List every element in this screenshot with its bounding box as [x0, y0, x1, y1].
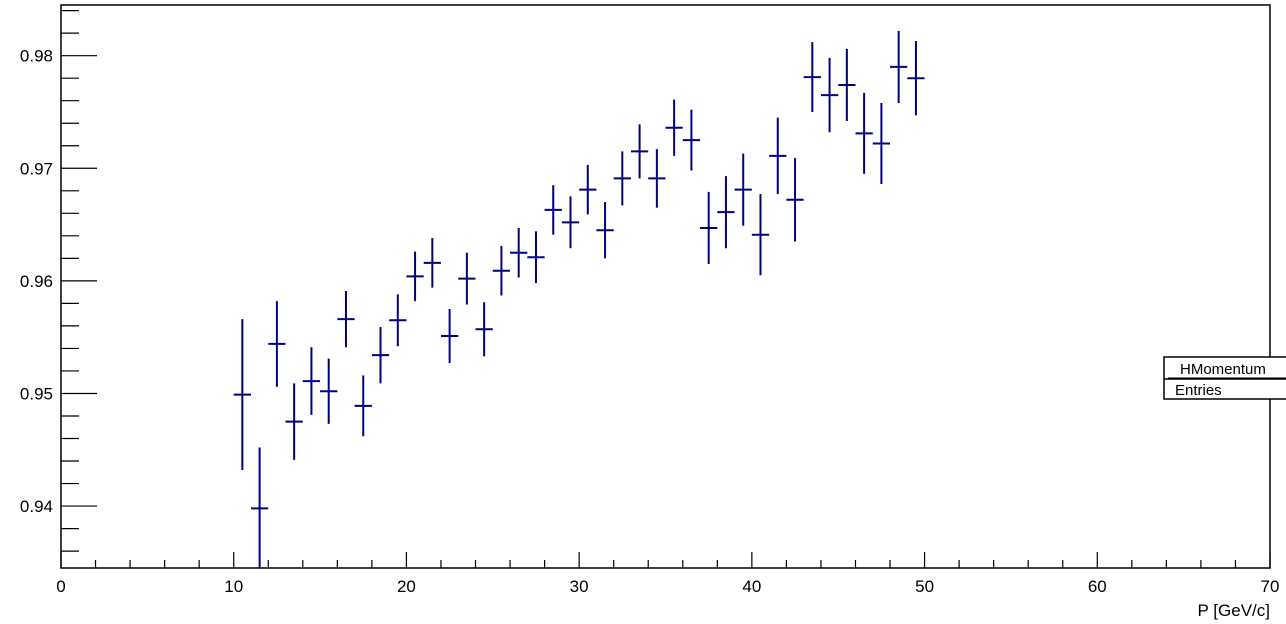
data-point [751, 194, 770, 276]
data-point [665, 99, 683, 156]
data-point [354, 375, 372, 437]
stats-box-entries-label: Entries [1175, 382, 1222, 399]
data-point [855, 92, 873, 174]
data-point [613, 151, 631, 206]
data-point [803, 42, 821, 112]
x-tick-label: 50 [915, 577, 934, 596]
data-point [769, 117, 787, 195]
x-tick-label: 40 [742, 577, 761, 596]
stats-box: HMomentum Entries [1163, 356, 1286, 400]
y-axis: 0.94 0.95 0.96 0.97 0.98 [20, 10, 97, 552]
data-point [337, 291, 355, 348]
data-point [302, 347, 321, 415]
x-tick-label: 10 [224, 577, 243, 596]
stats-box-title: HMomentum [1180, 361, 1266, 378]
x-tick-label: 60 [1088, 577, 1107, 596]
data-point [492, 245, 511, 296]
x-tick-label: 70 [1261, 577, 1280, 596]
data-point [233, 319, 251, 471]
data-point [285, 383, 303, 460]
x-tick-label: 30 [570, 577, 589, 596]
data-point [890, 30, 908, 103]
plot-frame-rect [60, 4, 1271, 569]
data-point [820, 57, 839, 133]
y-tick-label: 0.98 [20, 47, 53, 66]
data-point [250, 447, 269, 568]
data-point [907, 41, 925, 116]
data-point [406, 251, 424, 302]
data-point [371, 327, 390, 384]
data-point [527, 231, 545, 284]
y-tick-label: 0.94 [20, 497, 53, 516]
x-axis-title: P [GeV/c] [1198, 601, 1270, 620]
data-point [630, 124, 649, 179]
data-point [838, 48, 856, 121]
data-point [596, 202, 614, 259]
y-tick-label: 0.97 [20, 159, 53, 178]
data-point [682, 109, 701, 171]
y-tick-label: 0.95 [20, 384, 53, 403]
data-point [648, 149, 666, 208]
data-series [233, 30, 925, 568]
data-point [268, 301, 286, 387]
data-point [458, 252, 476, 305]
data-point [579, 164, 597, 215]
data-point [786, 158, 804, 242]
data-point [440, 309, 459, 364]
data-point [700, 191, 718, 264]
data-point [389, 294, 407, 347]
data-point [561, 196, 580, 249]
y-tick-label: 0.96 [20, 272, 53, 291]
data-point [320, 358, 338, 424]
plot-frame [60, 4, 1271, 569]
data-point [475, 302, 493, 357]
data-point [734, 153, 752, 226]
data-point [544, 185, 562, 235]
data-point [717, 176, 735, 249]
data-point [510, 227, 528, 278]
data-point [423, 238, 441, 288]
x-tick-label: 20 [397, 577, 416, 596]
x-tick-label: 0 [56, 577, 65, 596]
data-point [872, 102, 891, 185]
x-axis: 0 10 20 30 40 50 60 70 [56, 552, 1279, 596]
